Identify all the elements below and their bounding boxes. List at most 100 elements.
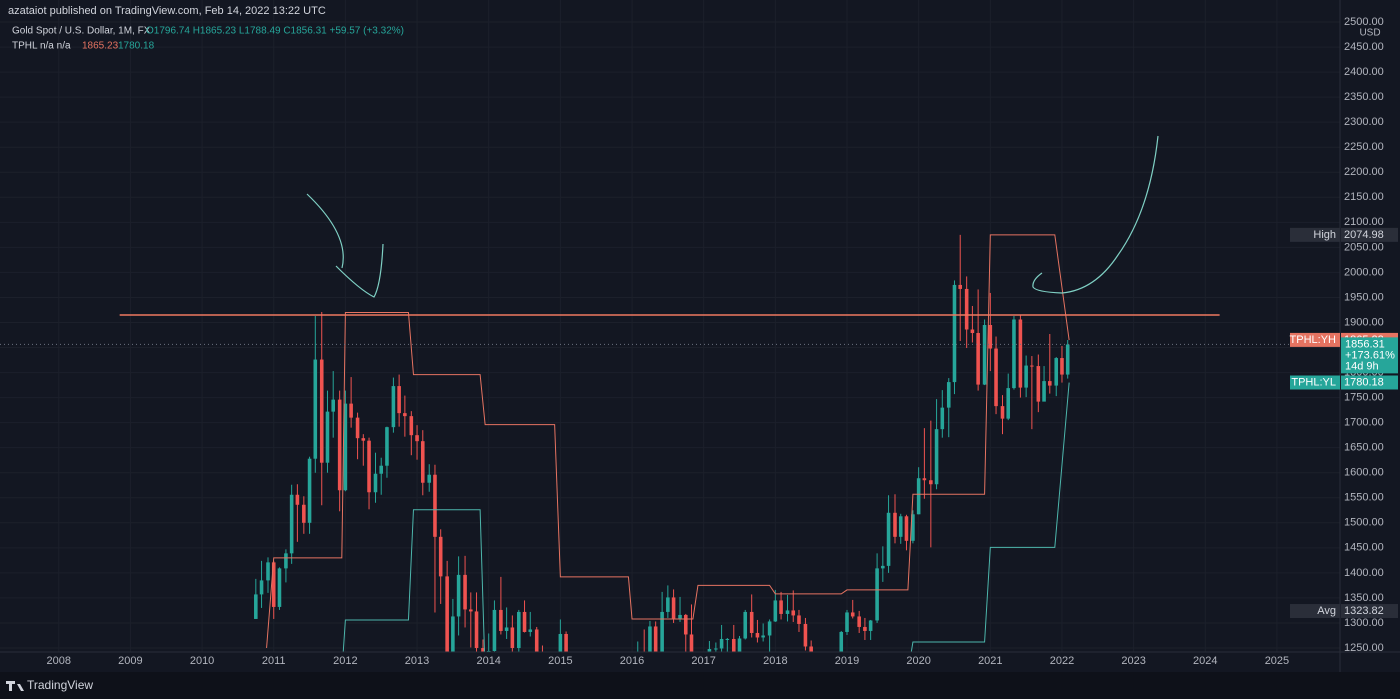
candle-body [1006, 388, 1011, 419]
last-price-countdown: 14d 9h [1345, 360, 1379, 372]
candle-body [714, 648, 718, 650]
candle-body [881, 565, 885, 569]
x-tick-label: 2008 [47, 655, 71, 667]
candle-body [755, 632, 760, 638]
candle-body [289, 494, 294, 554]
candle-body [893, 512, 897, 537]
candle-body [331, 399, 335, 412]
x-tick-label: 2020 [906, 655, 930, 667]
price-labels: High2074.98TPHL:YH1865.23TPHL:YL1780.18A… [1290, 227, 1398, 619]
candle-body [427, 474, 432, 483]
price-label [1341, 227, 1398, 242]
candle-body [725, 638, 730, 640]
candle-body [499, 609, 503, 631]
candle-body [517, 611, 521, 648]
candle-body [451, 616, 455, 652]
x-tick-label: 2024 [1193, 655, 1217, 667]
candle-body [976, 333, 980, 385]
candle-body [785, 610, 790, 614]
y-tick-label: 1600.00 [1344, 467, 1384, 479]
candle-body [558, 633, 563, 652]
candle-body [749, 611, 754, 633]
candle-body [886, 512, 891, 566]
candle-body [1024, 365, 1028, 388]
candle-body [689, 634, 694, 652]
candle-body [791, 610, 796, 616]
price-label-name-bg [1290, 227, 1340, 242]
candle-body [648, 626, 652, 652]
candle-body [797, 615, 801, 624]
candle-body [1018, 319, 1023, 388]
candle-body [719, 638, 724, 649]
y-tick-label: 1300.00 [1344, 617, 1384, 629]
candle-body [803, 623, 808, 647]
candle-body [809, 646, 813, 652]
candle-body [266, 562, 270, 581]
x-tick-label: 2012 [333, 655, 357, 667]
candle-body [367, 440, 371, 493]
price-label [1341, 604, 1398, 619]
price-label-name-bg [1290, 332, 1340, 347]
candle-body [355, 417, 360, 439]
y-tick-label: 2200.00 [1344, 166, 1384, 178]
y-tick-label: 1750.00 [1344, 392, 1384, 404]
candle-body [964, 288, 969, 330]
currency: USD [1359, 28, 1380, 39]
candle-body [403, 413, 407, 417]
axes: 1250.00 1300.00 1350.00 1400.00 1450.00 1500.… [47, 16, 1384, 667]
candle-body [534, 629, 539, 652]
candle-body [313, 359, 318, 459]
x-tick-label: 2009 [118, 655, 142, 667]
y-tick-label: 1450.00 [1344, 542, 1384, 554]
candle-body [510, 627, 515, 648]
candle-body [875, 568, 879, 621]
price-label-name: Avg [1317, 605, 1336, 617]
indicator-low: 1780.18 [118, 41, 155, 52]
price-label-name-bg [1290, 604, 1340, 619]
price-label-value: 1780.18 [1344, 376, 1384, 388]
price-label [1341, 375, 1398, 390]
x-tick-label: 2022 [1050, 655, 1074, 667]
candle-body [779, 600, 783, 614]
logo [6, 681, 24, 691]
candle-body [522, 611, 527, 632]
candle-body [397, 386, 401, 414]
x-tick-label: 2019 [835, 655, 859, 667]
candle-body [707, 648, 712, 652]
publisher: azataiot published on TradingView.com, F… [8, 5, 326, 17]
candle-body [940, 407, 945, 430]
candle-body [277, 568, 282, 607]
candle-body [528, 629, 533, 632]
y-tick-label: 1550.00 [1344, 492, 1384, 504]
candle-body [653, 626, 658, 652]
y-tick-label: 1900.00 [1344, 316, 1384, 328]
y-tick-label: 2050.00 [1344, 241, 1384, 253]
candle-body [1012, 319, 1016, 389]
candle-body [438, 536, 443, 577]
candle-body [373, 473, 378, 493]
candle-body [863, 626, 867, 631]
candle-body [259, 580, 264, 595]
candle-body [469, 609, 473, 612]
candle-body [737, 638, 742, 652]
candle-body [486, 650, 491, 652]
candle-body [982, 324, 987, 385]
candle-body [773, 600, 778, 622]
candle-body [1042, 381, 1046, 402]
candle-body [1000, 406, 1005, 419]
brand: TradingView [27, 678, 93, 692]
drawn-arrow [306, 193, 384, 298]
candle-body [761, 635, 765, 638]
price-label-name: High [1313, 229, 1336, 241]
candle-body [898, 516, 903, 537]
candle-body [409, 416, 414, 436]
drawn-arrow [1032, 135, 1159, 294]
candle-body [1054, 358, 1059, 386]
last-price-change: +173.61% [1345, 349, 1395, 361]
candle-body [415, 435, 419, 442]
last-price-label [1341, 337, 1398, 374]
candle-body [564, 633, 568, 652]
last-price-value: 1856.31 [1345, 338, 1385, 350]
x-tick-label: 2021 [978, 655, 1002, 667]
